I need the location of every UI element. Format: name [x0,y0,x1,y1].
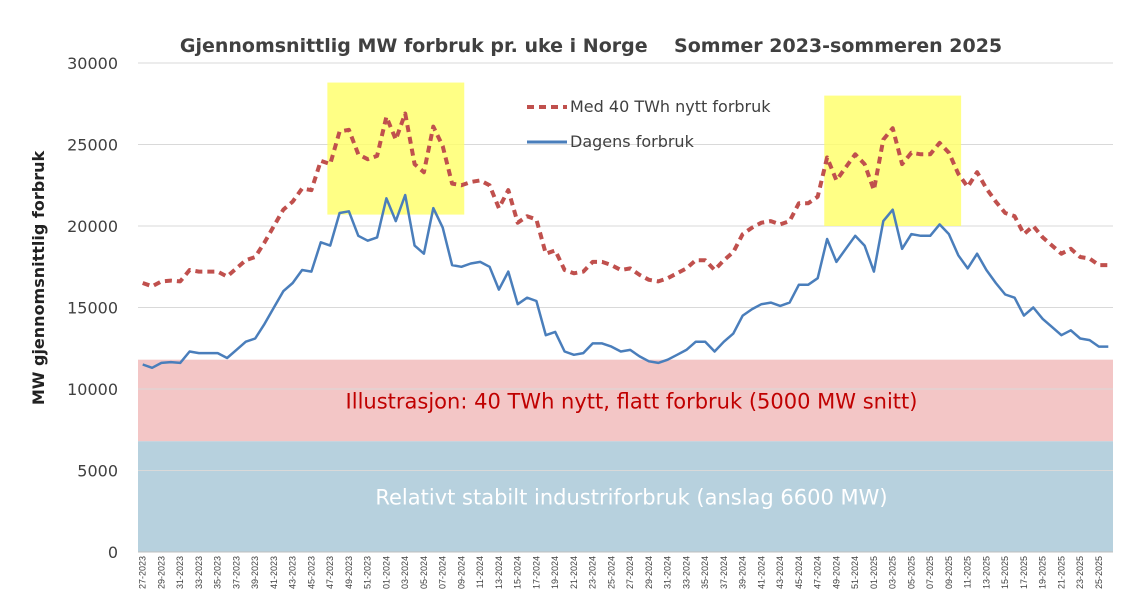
band-label-industry: Relativt stabilt industriforbruk (anslag… [375,486,887,510]
x-tick-label: 07-2025 [925,556,935,589]
x-tick-label: 01-2024 [381,556,391,589]
y-tick-label: 5000 [77,462,118,481]
x-tick-label: 37-2024 [719,556,729,589]
x-tick-label: 09-2024 [456,556,466,589]
x-tick-label: 01-2025 [869,556,879,589]
x-tick-label: 27-2023 [138,556,148,589]
y-tick-label: 15000 [67,299,118,318]
legend-label-med40: Med 40 TWh nytt forbruk [570,97,771,116]
band-industry [138,441,1113,552]
x-tick-label: 23-2025 [1075,556,1085,589]
x-tick-label: 37-2023 [231,556,241,589]
band-labels: Relativt stabilt industriforbruk (anslag… [346,389,918,509]
y-axis-label: MW gjennomsnittlig forbruk [29,151,48,406]
series-line-med40 [142,111,1109,289]
x-tick-label: 11-2024 [475,556,485,588]
y-tick-label: 25000 [67,136,118,155]
x-tick-label: 51-2024 [850,556,860,589]
x-tick-label: 21-2025 [1056,556,1066,589]
x-tick-label: 03-2025 [888,556,898,589]
x-tick-label: 39-2023 [250,556,260,589]
x-tick-label: 43-2024 [775,556,785,589]
x-tick-label: 13-2025 [981,556,991,589]
x-tick-label: 05-2025 [906,556,916,589]
x-tick-label: 45-2024 [794,556,804,589]
y-tick-label: 0 [108,543,118,562]
x-tick-label: 27-2024 [625,556,635,589]
legend-label-dagens: Dagens forbruk [570,132,695,151]
x-tick-label: 43-2023 [288,556,298,589]
x-tick-label: 15-2025 [1000,556,1010,589]
x-tick-label: 39-2024 [738,556,748,589]
x-tick-label: 41-2024 [756,556,766,589]
x-tick-label: 25-2025 [1094,556,1104,589]
x-tick-label: 45-2023 [306,556,316,589]
x-tick-label: 41-2023 [269,556,279,589]
x-tick-label: 35-2024 [700,556,710,589]
x-tick-label: 23-2024 [588,556,598,589]
x-tick-label: 33-2023 [194,556,204,589]
x-tick-label: 13-2024 [494,556,504,589]
x-tick-label: 05-2024 [419,556,429,589]
x-tick-label: 17-2025 [1019,556,1029,589]
x-tick-label: 31-2024 [663,556,673,589]
x-tick-label: 31-2023 [175,556,185,589]
x-tick-label: 49-2023 [344,556,354,589]
x-tick-label: 51-2023 [363,556,373,589]
x-tick-label: 07-2024 [438,556,448,589]
band-label-illustration: Illustrasjon: 40 TWh nytt, flatt forbruk… [346,389,918,413]
bands-layer [138,359,1113,552]
x-tick-label: 11-2025 [963,556,973,588]
x-tick-label: 19-2025 [1038,556,1048,589]
x-tick-label: 29-2023 [156,556,166,589]
x-tick-label: 49-2024 [831,556,841,589]
x-tick-label: 09-2025 [944,556,954,589]
y-tick-label: 10000 [67,380,118,399]
x-tick-label: 33-2024 [681,556,691,589]
x-tick-label: 47-2024 [813,556,823,589]
x-tick-label: 47-2023 [325,556,335,589]
x-tick-label: 25-2024 [606,556,616,589]
x-tick-label: 35-2023 [213,556,223,589]
band-illustration [138,359,1113,442]
x-tick-label: 19-2024 [550,556,560,589]
y-tick-label: 20000 [67,217,118,236]
series-layer [142,111,1109,370]
series-line-dagens [142,193,1109,370]
highlight-box-2 [824,95,962,226]
x-tick-label: 03-2024 [400,556,410,589]
x-tick-label: 15-2024 [513,556,523,589]
y-axis: 0 5000 10000 15000 20000 25000 30000 [67,54,118,562]
x-axis: 27-2023 29-2023 31-2023 33-2023 35-2023 37-20… [138,551,1113,589]
x-tick-label: 17-2024 [531,556,541,589]
chart-title: Gjennomsnittlig MW forbruk pr. uke i Nor… [180,35,1002,57]
x-tick-label: 21-2024 [569,556,579,589]
x-tick-label: 29-2024 [644,556,654,589]
legend: Med 40 TWh nytt forbruk Dagens forbruk [527,97,771,151]
y-tick-label: 30000 [67,54,118,73]
